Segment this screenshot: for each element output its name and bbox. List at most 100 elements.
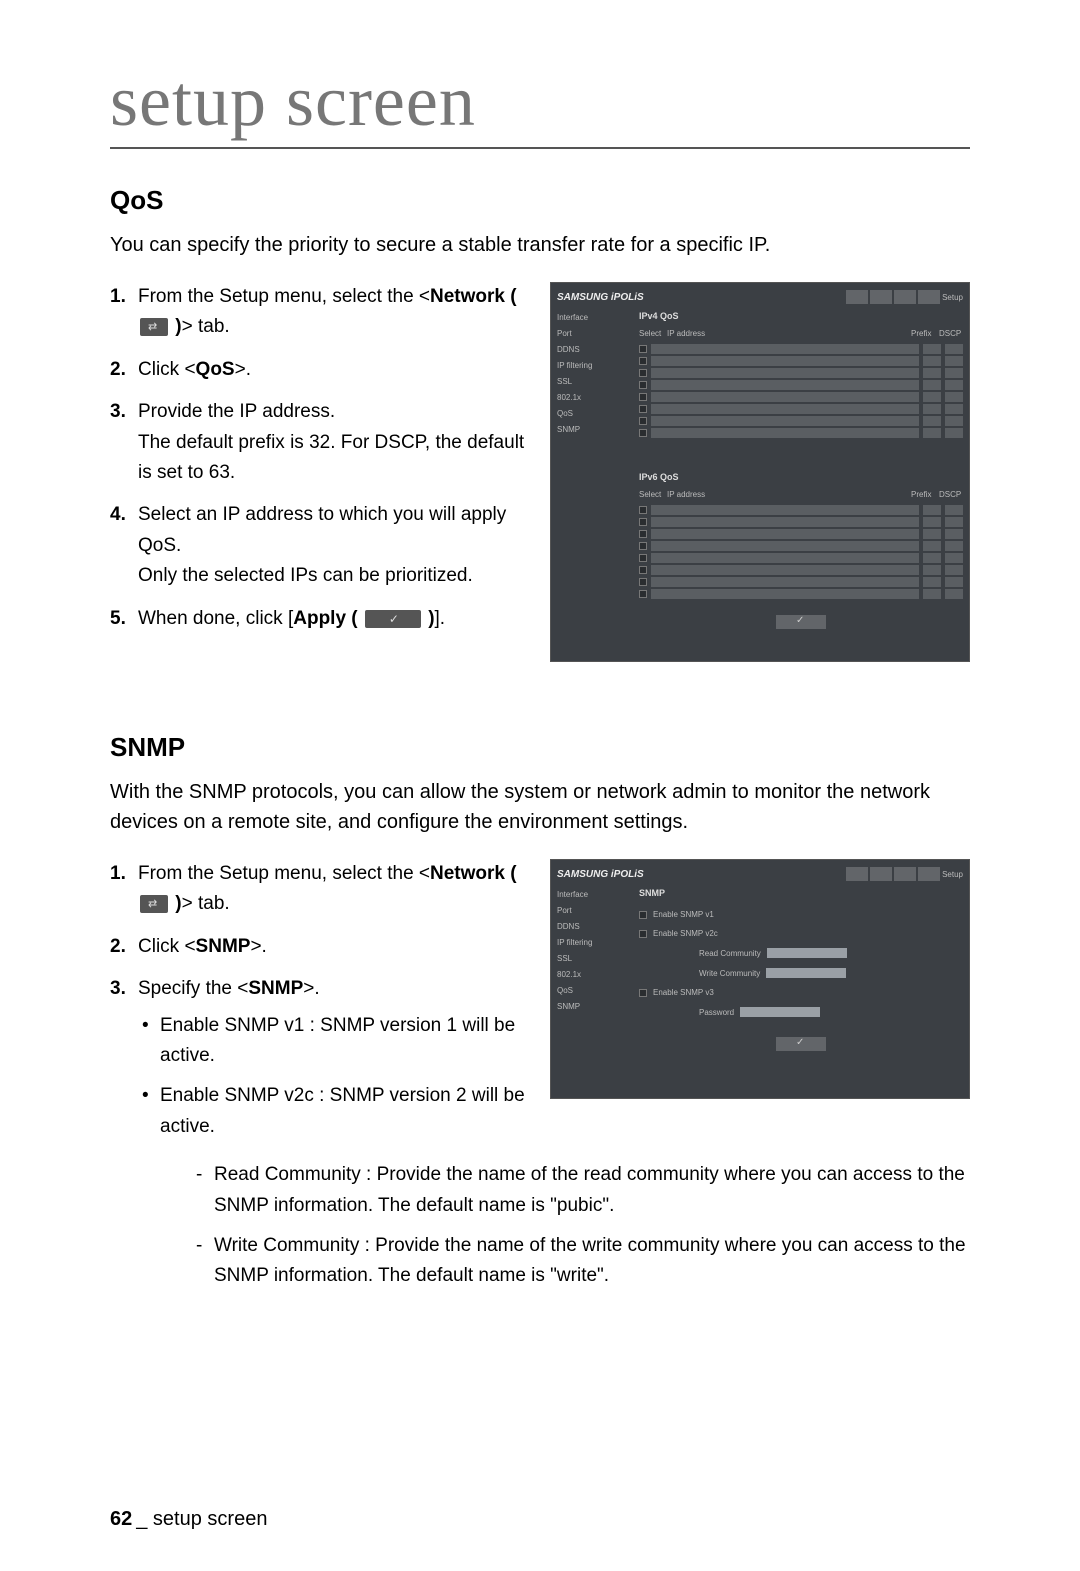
ip-field[interactable]	[651, 577, 919, 587]
apply-button[interactable]	[776, 1037, 826, 1051]
prefix-field[interactable]	[923, 416, 941, 426]
row-checkbox[interactable]	[639, 417, 647, 425]
pw-input[interactable]	[740, 1007, 820, 1017]
tab-icon[interactable]	[846, 290, 868, 304]
dscp-field[interactable]	[945, 428, 963, 438]
ip-field[interactable]	[651, 517, 919, 527]
prefix-field[interactable]	[923, 344, 941, 354]
ip-field[interactable]	[651, 368, 919, 378]
sidebar-item[interactable]: QoS	[557, 986, 635, 996]
prefix-field[interactable]	[923, 589, 941, 599]
ip-field[interactable]	[651, 380, 919, 390]
apply-button[interactable]	[776, 615, 826, 629]
prefix-field[interactable]	[923, 392, 941, 402]
row-checkbox[interactable]	[639, 405, 647, 413]
sidebar-item[interactable]: SNMP	[557, 1002, 635, 1012]
tab-icon[interactable]	[918, 867, 940, 881]
ip-field[interactable]	[651, 344, 919, 354]
setup-label[interactable]: Setup	[942, 293, 963, 302]
dscp-field[interactable]	[945, 344, 963, 354]
sidebar-item[interactable]: IP filtering	[557, 361, 635, 371]
ip-field[interactable]	[651, 553, 919, 563]
prefix-field[interactable]	[923, 517, 941, 527]
prefix-field[interactable]	[923, 368, 941, 378]
prefix-field[interactable]	[923, 553, 941, 563]
sidebar-item[interactable]: Interface	[557, 890, 635, 900]
row-checkbox[interactable]	[639, 518, 647, 526]
ip-field[interactable]	[651, 392, 919, 402]
sidebar-item[interactable]: Interface	[557, 313, 635, 323]
dscp-field[interactable]	[945, 577, 963, 587]
dscp-field[interactable]	[945, 541, 963, 551]
tab-icon[interactable]	[918, 290, 940, 304]
sidebar-item[interactable]: DDNS	[557, 345, 635, 355]
row-checkbox[interactable]	[639, 506, 647, 514]
sidebar-item[interactable]: QoS	[557, 409, 635, 419]
prefix-field[interactable]	[923, 529, 941, 539]
tab-icon[interactable]	[870, 867, 892, 881]
prefix-field[interactable]	[923, 541, 941, 551]
setup-label[interactable]: Setup	[942, 870, 963, 879]
row-checkbox[interactable]	[639, 345, 647, 353]
write-input[interactable]	[766, 968, 846, 978]
sidebar-item[interactable]: DDNS	[557, 922, 635, 932]
dscp-field[interactable]	[945, 416, 963, 426]
table-row	[639, 565, 963, 575]
sidebar-item[interactable]: 802.1x	[557, 393, 635, 403]
dscp-field[interactable]	[945, 392, 963, 402]
dscp-field[interactable]	[945, 356, 963, 366]
row-checkbox[interactable]	[639, 429, 647, 437]
dscp-field[interactable]	[945, 380, 963, 390]
sidebar-item[interactable]: IP filtering	[557, 938, 635, 948]
prefix-field[interactable]	[923, 505, 941, 515]
dscp-field[interactable]	[945, 517, 963, 527]
sidebar-item[interactable]: Port	[557, 906, 635, 916]
row-checkbox[interactable]	[639, 578, 647, 586]
ip-field[interactable]	[651, 428, 919, 438]
sidebar-item[interactable]: 802.1x	[557, 970, 635, 980]
row-checkbox[interactable]	[639, 393, 647, 401]
row-checkbox[interactable]	[639, 542, 647, 550]
ip-field[interactable]	[651, 356, 919, 366]
ip-field[interactable]	[651, 589, 919, 599]
sidebar-item[interactable]: SSL	[557, 954, 635, 964]
prefix-field[interactable]	[923, 404, 941, 414]
ip-field[interactable]	[651, 529, 919, 539]
sidebar-item[interactable]: SNMP	[557, 425, 635, 435]
row-checkbox[interactable]	[639, 381, 647, 389]
row-checkbox[interactable]	[639, 369, 647, 377]
dscp-field[interactable]	[945, 553, 963, 563]
dscp-field[interactable]	[945, 404, 963, 414]
sidebar-item[interactable]: SSL	[557, 377, 635, 387]
dscp-field[interactable]	[945, 505, 963, 515]
sidebar-item[interactable]: Port	[557, 329, 635, 339]
prefix-field[interactable]	[923, 380, 941, 390]
ip-field[interactable]	[651, 565, 919, 575]
prefix-field[interactable]	[923, 577, 941, 587]
ip-field[interactable]	[651, 416, 919, 426]
prefix-field[interactable]	[923, 428, 941, 438]
tab-icon[interactable]	[894, 867, 916, 881]
read-row: Read Community	[699, 948, 963, 958]
dscp-field[interactable]	[945, 529, 963, 539]
prefix-field[interactable]	[923, 565, 941, 575]
dscp-field[interactable]	[945, 368, 963, 378]
checkbox[interactable]	[639, 911, 647, 919]
dscp-field[interactable]	[945, 565, 963, 575]
row-checkbox[interactable]	[639, 554, 647, 562]
ip-field[interactable]	[651, 505, 919, 515]
prefix-field[interactable]	[923, 356, 941, 366]
checkbox[interactable]	[639, 930, 647, 938]
row-checkbox[interactable]	[639, 357, 647, 365]
read-input[interactable]	[767, 948, 847, 958]
row-checkbox[interactable]	[639, 566, 647, 574]
tab-icon[interactable]	[846, 867, 868, 881]
ip-field[interactable]	[651, 541, 919, 551]
row-checkbox[interactable]	[639, 530, 647, 538]
tab-icon[interactable]	[870, 290, 892, 304]
checkbox[interactable]	[639, 989, 647, 997]
row-checkbox[interactable]	[639, 590, 647, 598]
ip-field[interactable]	[651, 404, 919, 414]
tab-icon[interactable]	[894, 290, 916, 304]
dscp-field[interactable]	[945, 589, 963, 599]
